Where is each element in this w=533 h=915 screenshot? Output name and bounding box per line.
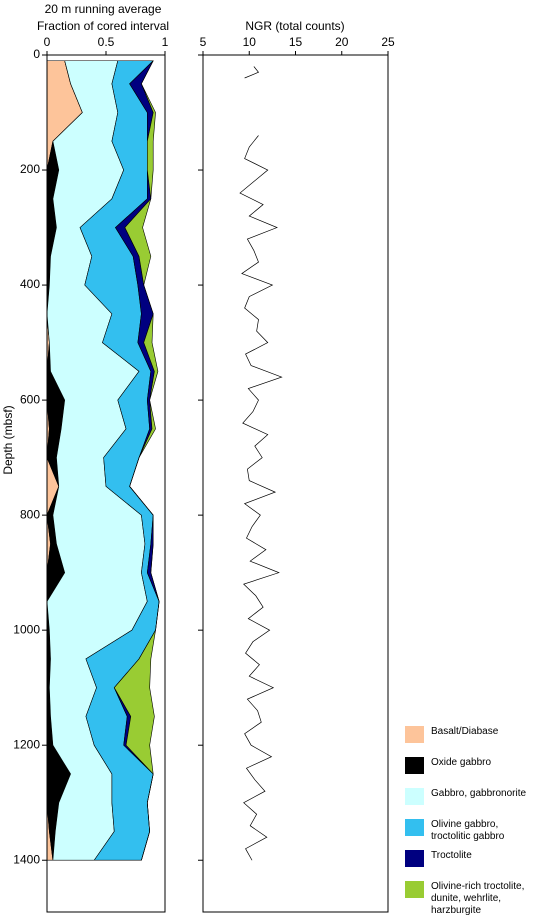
x-tick-label: 0.5 (98, 35, 115, 49)
legend-item: Olivine-rich troctolite, dunite, wehrlit… (405, 881, 533, 915)
y-tick-label: 1200 (13, 737, 40, 751)
y-tick-label: 1000 (13, 622, 40, 636)
x-tick-label: 1 (162, 35, 169, 49)
legend-swatch (405, 788, 424, 805)
plot-frame (202, 54, 389, 913)
x-tick-label: 15 (289, 35, 303, 49)
x-axis-label: Fraction of cored interval (37, 19, 169, 33)
y-tick-label: 400 (20, 277, 40, 291)
legend-swatch (405, 881, 424, 898)
y-tick-label: 1400 (13, 852, 40, 866)
legend-label: Basalt/Diabase (431, 726, 499, 737)
legend-label: Gabbro, gabbronorite (431, 788, 527, 799)
legend-label: Olivine-rich troctolite, dunite, wehrlit… (431, 881, 525, 915)
x-tick-label: 25 (381, 35, 395, 49)
x-tick-label: 20 (335, 35, 349, 49)
y-tick-label: 600 (20, 392, 40, 406)
legend-label: Olivine gabbro, troctolitic gabbro (431, 819, 505, 842)
legend-swatch (405, 819, 424, 836)
x-tick-label: 0 (44, 35, 51, 49)
legend-swatch (405, 850, 424, 867)
legend-label: Oxide gabbro (431, 757, 492, 768)
line (239, 135, 283, 861)
legend-item: Oxide gabbro (405, 757, 533, 788)
legend-item: Basalt/Diabase (405, 726, 533, 757)
legend: Basalt/Diabase Oxide gabbro Gabbro, gabbro… (405, 726, 533, 915)
legend-item: Gabbro, gabbronorite (405, 788, 533, 819)
legend-item: Troctolite (405, 850, 533, 881)
y-tick-label: 200 (20, 162, 40, 176)
line (244, 66, 260, 79)
legend-label: Troctolite (431, 850, 472, 861)
y-tick-label: 800 (20, 507, 40, 521)
x-tick-label: 5 (200, 35, 207, 49)
legend-item: Olivine gabbro, troctolitic gabbro (405, 819, 533, 850)
legend-swatch (405, 726, 424, 743)
y-axis-label: Depth (mbsf) (1, 405, 15, 474)
chart-title: 20 m running average (45, 2, 162, 16)
y-tick-label: 0 (33, 47, 40, 61)
legend-swatch (405, 757, 424, 774)
x-axis-label: NGR (total counts) (245, 19, 344, 33)
area (113, 60, 160, 861)
x-tick-label: 10 (243, 35, 257, 49)
